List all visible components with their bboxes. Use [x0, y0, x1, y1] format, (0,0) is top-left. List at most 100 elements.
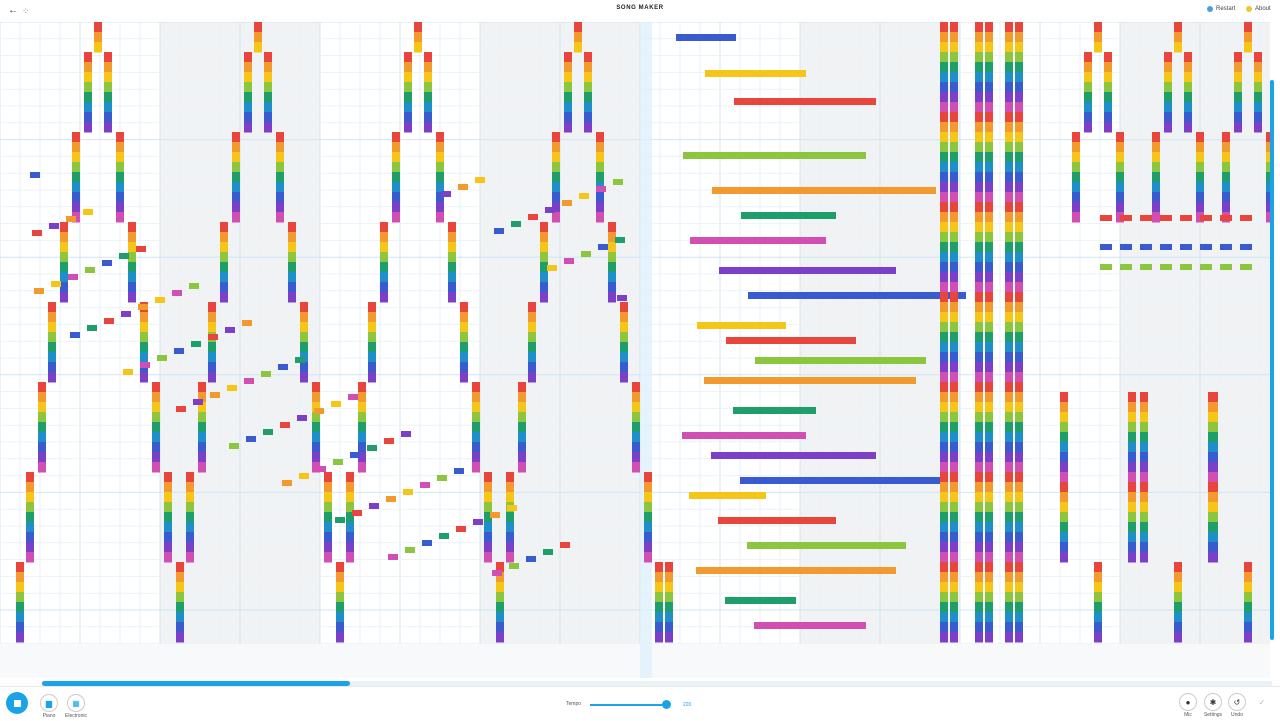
note-cell[interactable] [1060, 452, 1068, 463]
note-cell[interactable] [38, 392, 46, 403]
note-cell[interactable] [1015, 172, 1023, 183]
note-cell[interactable] [975, 302, 983, 313]
note-cell[interactable] [26, 552, 34, 563]
note-cell[interactable] [346, 542, 354, 553]
note-cell[interactable] [94, 22, 102, 33]
note-cell[interactable] [369, 503, 379, 509]
note-cell[interactable] [189, 283, 199, 289]
note-cell[interactable] [719, 267, 896, 274]
note-cell[interactable] [1072, 212, 1080, 223]
note-cell[interactable] [1072, 152, 1080, 163]
note-cell[interactable] [1015, 412, 1023, 423]
note-cell[interactable] [1152, 192, 1160, 203]
note-cell[interactable] [358, 402, 366, 413]
note-cell[interactable] [254, 42, 262, 53]
note-cell[interactable] [140, 332, 148, 343]
note-cell[interactable] [940, 382, 948, 393]
note-cell[interactable] [564, 52, 572, 63]
note-cell[interactable] [506, 542, 514, 553]
note-cell[interactable] [940, 492, 948, 503]
note-cell[interactable] [220, 222, 228, 233]
note-cell[interactable] [140, 342, 148, 353]
note-cell[interactable] [94, 42, 102, 53]
note-cell[interactable] [368, 332, 376, 343]
note-cell[interactable] [1005, 132, 1013, 143]
note-cell[interactable] [288, 242, 296, 253]
note-cell[interactable] [665, 602, 673, 613]
note-cell[interactable] [414, 32, 422, 43]
note-cell[interactable] [1164, 122, 1172, 133]
note-cell[interactable] [975, 132, 983, 143]
note-cell[interactable] [975, 632, 983, 643]
note-cell[interactable] [208, 322, 216, 333]
note-cell[interactable] [940, 102, 948, 113]
note-cell[interactable] [424, 82, 432, 93]
note-cell[interactable] [950, 242, 958, 253]
note-cell[interactable] [940, 212, 948, 223]
note-cell[interactable] [368, 312, 376, 323]
note-cell[interactable] [420, 482, 430, 488]
note-cell[interactable] [950, 292, 958, 303]
note-cell[interactable] [164, 502, 172, 513]
note-cell[interactable] [128, 242, 136, 253]
note-cell[interactable] [676, 34, 736, 41]
note-cell[interactable] [456, 526, 466, 532]
note-cell[interactable] [1196, 162, 1204, 173]
note-cell[interactable] [1015, 102, 1023, 113]
note-cell[interactable] [1084, 82, 1092, 93]
note-cell[interactable] [975, 152, 983, 163]
note-cell[interactable] [1210, 402, 1218, 413]
note-cell[interactable] [584, 102, 592, 113]
note-cell[interactable] [1015, 332, 1023, 343]
note-cell[interactable] [198, 452, 206, 463]
note-cell[interactable] [518, 422, 526, 433]
note-cell[interactable] [564, 82, 572, 93]
note-cell[interactable] [1180, 215, 1192, 221]
note-cell[interactable] [985, 502, 993, 513]
note-cell[interactable] [506, 552, 514, 563]
note-cell[interactable] [392, 132, 400, 143]
note-cell[interactable] [975, 572, 983, 583]
note-cell[interactable] [644, 522, 652, 533]
note-cell[interactable] [220, 242, 228, 253]
note-cell[interactable] [496, 572, 504, 583]
note-cell[interactable] [1084, 92, 1092, 103]
note-cell[interactable] [472, 442, 480, 453]
note-cell[interactable] [60, 282, 68, 293]
note-cell[interactable] [1015, 112, 1023, 123]
note-cell[interactable] [460, 322, 468, 333]
note-cell[interactable] [1072, 192, 1080, 203]
note-cell[interactable] [940, 332, 948, 343]
note-cell[interactable] [1222, 142, 1230, 153]
note-cell[interactable] [352, 510, 362, 516]
note-cell[interactable] [950, 442, 958, 453]
note-cell[interactable] [564, 258, 574, 264]
note-cell[interactable] [725, 597, 796, 604]
note-cell[interactable] [506, 472, 514, 483]
note-cell[interactable] [940, 82, 948, 93]
note-cell[interactable] [1140, 492, 1148, 503]
note-cell[interactable] [128, 232, 136, 243]
note-cell[interactable] [985, 252, 993, 263]
note-cell[interactable] [1240, 215, 1252, 221]
note-cell[interactable] [288, 222, 296, 233]
note-cell[interactable] [1015, 572, 1023, 583]
note-cell[interactable] [528, 332, 536, 343]
note-cell[interactable] [232, 152, 240, 163]
note-cell[interactable] [950, 222, 958, 233]
note-cell[interactable] [152, 442, 160, 453]
note-cell[interactable] [276, 172, 284, 183]
note-cell[interactable] [193, 399, 203, 405]
note-cell[interactable] [1005, 92, 1013, 103]
note-cell[interactable] [655, 632, 663, 643]
note-cell[interactable] [1005, 422, 1013, 433]
note-cell[interactable] [985, 202, 993, 213]
note-cell[interactable] [392, 142, 400, 153]
note-cell[interactable] [83, 209, 93, 215]
note-cell[interactable] [1128, 472, 1136, 483]
note-cell[interactable] [1015, 382, 1023, 393]
note-cell[interactable] [16, 582, 24, 593]
note-cell[interactable] [1005, 282, 1013, 293]
note-cell[interactable] [16, 572, 24, 583]
note-cell[interactable] [975, 362, 983, 373]
